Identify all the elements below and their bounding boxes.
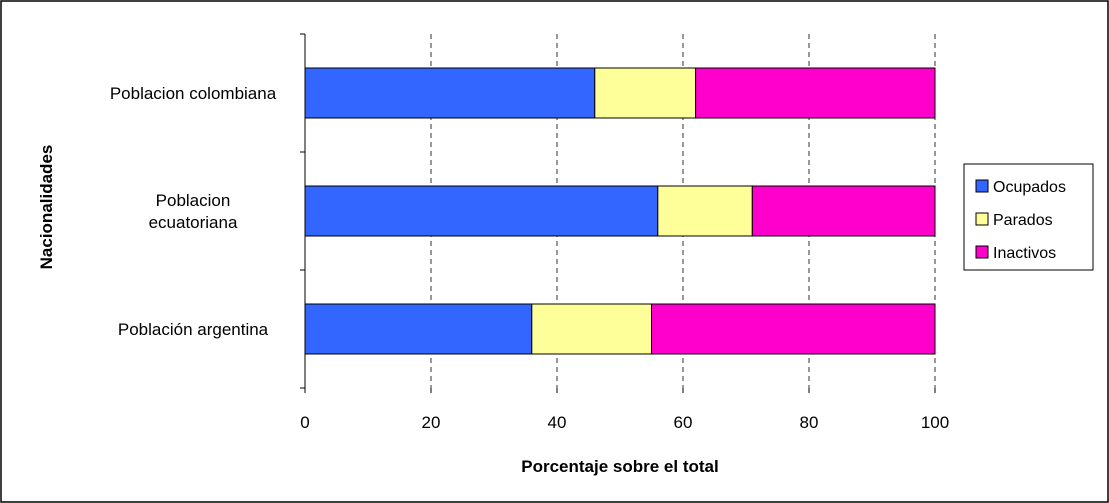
x-tick-label: 0 — [300, 413, 309, 432]
bar-inactivos — [751, 185, 936, 237]
legend: Ocupados Parados Inactivos — [963, 163, 1094, 271]
category-label: Poblacion ecuatoriana — [149, 191, 238, 232]
x-tick-label: 100 — [921, 413, 949, 432]
x-axis-title: Porcentaje sobre el total — [521, 457, 718, 476]
bar-inactivos — [651, 303, 936, 355]
x-tick-label: 20 — [422, 413, 441, 432]
x-axis-ticks: 0 20 40 60 80 100 — [300, 388, 949, 432]
x-tick-label: 60 — [674, 413, 693, 432]
legend-swatch — [975, 245, 989, 259]
bar-ocupados — [304, 303, 533, 355]
y-axis-ticks — [300, 33, 305, 389]
x-tick-label: 40 — [548, 413, 567, 432]
legend-label: Parados — [993, 212, 1053, 229]
bar-parados — [531, 303, 652, 355]
category-label: Población argentina — [118, 320, 269, 339]
category-label: Poblacion colombiana — [110, 84, 277, 103]
bars — [304, 67, 936, 355]
bar-ocupados — [304, 67, 596, 119]
bar-inactivos — [695, 67, 936, 119]
category-labels: Poblacion colombiana Poblacion ecuatoriana… — [110, 84, 277, 339]
bar-ocupados — [304, 185, 659, 237]
legend-label: Ocupados — [993, 179, 1066, 196]
legend-swatch — [975, 212, 989, 226]
bar-parados — [594, 67, 697, 119]
legend-swatch — [975, 179, 989, 193]
legend-label: Inactivos — [993, 245, 1056, 262]
bar-parados — [657, 185, 753, 237]
x-tick-label: 80 — [800, 413, 819, 432]
y-axis-title: Nacionalidades — [37, 145, 56, 270]
